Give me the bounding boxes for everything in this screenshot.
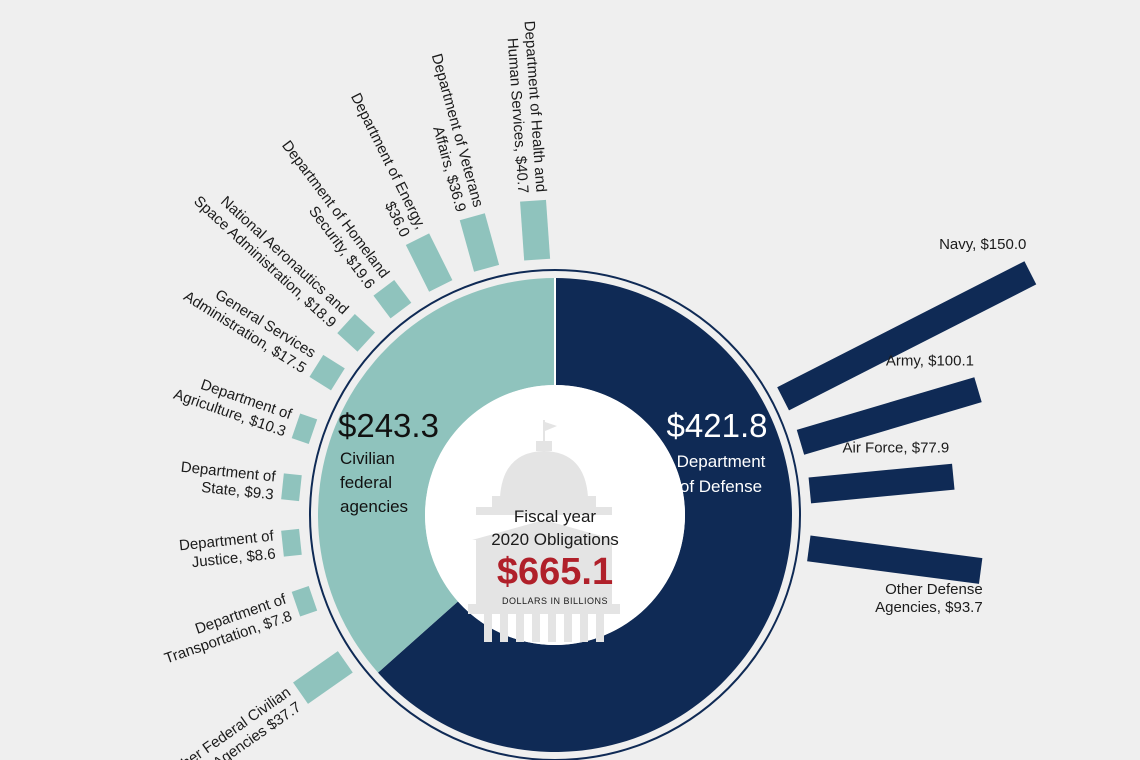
center-heading-line1: Fiscal year bbox=[514, 507, 597, 526]
defense-bar-label-line: Navy, $150.0 bbox=[939, 236, 1026, 253]
civilian-segment-label: Civilian federal agencies bbox=[340, 449, 408, 516]
civilian-segment bbox=[318, 278, 555, 673]
civilian-bar bbox=[373, 280, 412, 319]
civilian-bar-label: Department ofTransportation, $7.8 bbox=[156, 590, 295, 667]
civilian-segment-label-line: Civilian bbox=[340, 449, 395, 468]
defense-bar bbox=[796, 377, 982, 455]
civilian-bar-label-group: Department ofAgriculture, $10.3 bbox=[171, 369, 294, 441]
defense-bar-label: Army, $100.1 bbox=[886, 353, 974, 370]
defense-bar-label: Air Force, $77.9 bbox=[843, 440, 950, 457]
civilian-bar-label-group: Department ofTransportation, $7.8 bbox=[156, 590, 295, 667]
civilian-bar bbox=[459, 213, 500, 272]
defense-segment-label: Department of Defense bbox=[677, 452, 766, 496]
civilian-bar bbox=[520, 199, 551, 261]
civilian-bar bbox=[291, 413, 318, 444]
defense-bar-label: Navy, $150.0 bbox=[939, 236, 1026, 253]
civilian-segment-label-line: agencies bbox=[340, 497, 408, 516]
civilian-bar bbox=[405, 233, 453, 292]
center-heading-line2: 2020 Obligations bbox=[491, 530, 619, 549]
defense-bar-label-line: Air Force, $77.9 bbox=[843, 440, 950, 457]
defense-bar-label: Other Defense Agencies, $93.7 bbox=[875, 581, 983, 616]
defense-bar-label-line: Agencies, $93.7 bbox=[875, 599, 983, 616]
civilian-total-value: $243.3 bbox=[338, 407, 439, 444]
defense-bar bbox=[777, 261, 1037, 411]
civilian-bar-label-group: Other Federal CivilianAgencies $37.7 bbox=[165, 684, 304, 760]
capitol-icon bbox=[468, 420, 620, 642]
defense-bar-label-line: Army, $100.1 bbox=[886, 353, 974, 370]
civilian-bar bbox=[309, 354, 345, 391]
civilian-bar-label: Department of VeteransAffairs, $36.9 bbox=[410, 52, 486, 214]
civilian-bar bbox=[291, 586, 318, 617]
defense-segment bbox=[378, 278, 792, 752]
defense-bar bbox=[807, 535, 983, 584]
center-unit-note: DOLLARS IN BILLIONS bbox=[502, 596, 608, 606]
defense-segment-label-line: Department bbox=[677, 452, 766, 471]
civilian-bar-label: Other Federal CivilianAgencies $37.7 bbox=[165, 684, 304, 760]
civilian-bar-label-group: Department ofJustice, $8.6 bbox=[178, 527, 277, 572]
civilian-bar bbox=[281, 473, 302, 502]
civilian-bar-label-group: Department of VeteransAffairs, $36.9 bbox=[410, 52, 487, 214]
defense-bar-label-line: Other Defense bbox=[885, 581, 983, 598]
civilian-bar bbox=[293, 651, 353, 704]
civilian-bar-label: Department ofState, $9.3 bbox=[178, 459, 277, 504]
defense-segment-label-line: of Defense bbox=[680, 477, 762, 496]
civilian-bar-label: Department of Health andHuman Services, … bbox=[503, 20, 550, 194]
civilian-bar-label: Department ofAgriculture, $10.3 bbox=[171, 369, 294, 441]
civilian-bar bbox=[281, 528, 302, 557]
civilian-bar bbox=[337, 313, 376, 352]
civilian-segment-label-line: federal bbox=[340, 473, 392, 492]
civilian-bar-label: Department ofJustice, $8.6 bbox=[178, 527, 277, 572]
center-total: $665.1 bbox=[497, 551, 613, 593]
civilian-bar-label-group: Department of Health andHuman Services, … bbox=[503, 20, 550, 194]
civilian-bar-label-group: Department ofState, $9.3 bbox=[178, 459, 277, 504]
outer-ring bbox=[309, 269, 801, 760]
defense-bar bbox=[808, 463, 955, 504]
defense-total-value: $421.8 bbox=[667, 407, 768, 444]
